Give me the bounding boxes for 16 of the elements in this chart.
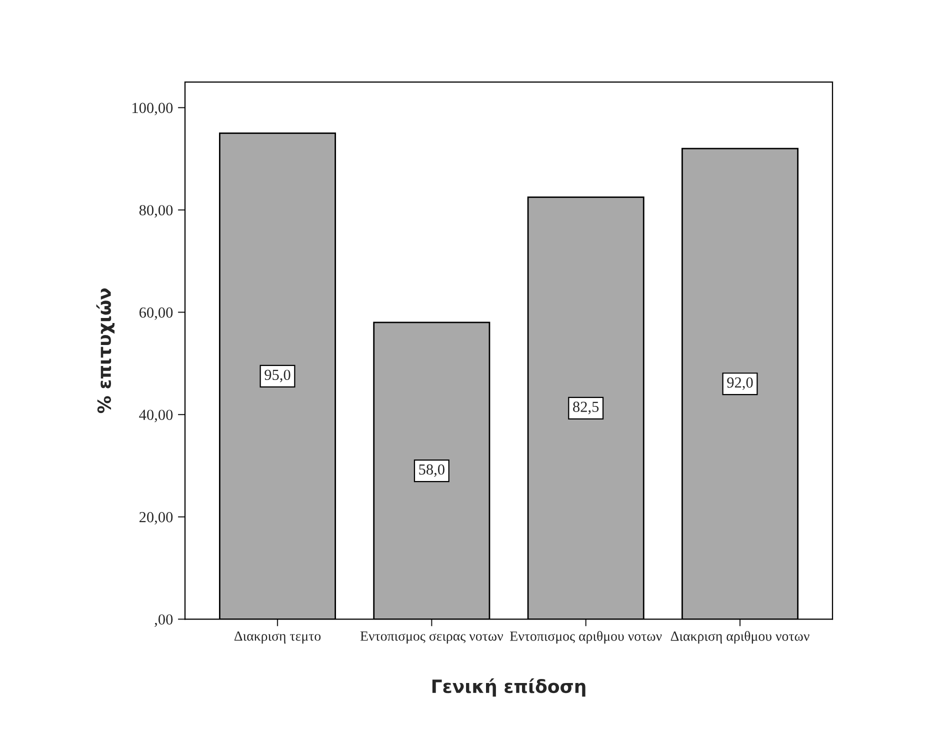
y-tick-label: 100,00 [132,102,173,116]
y-tick-label: ,00 [154,614,173,627]
y-tick-label: 20,00 [139,512,173,525]
data-label: 92,0 [727,377,753,390]
x-tick-label: Εντοπισμος σειρας νοτων [360,632,504,644]
y-tick-label: 60,00 [139,307,173,320]
y-tick-label: 80,00 [139,205,173,218]
x-tick-label: Διακριση τεμτο [234,631,321,644]
data-label: 82,5 [573,402,599,414]
data-label: 95,0 [264,370,290,382]
y-tick-label: 40,00 [139,410,173,422]
x-tick-label: Διακριση αριθμου νοτων [670,630,810,644]
y-axis-title: % επιτυχιών [96,288,115,414]
x-axis-title: Γενική επίδοση [432,678,586,697]
data-label: 58,0 [419,464,444,477]
x-tick-label: Εντοπισμος αριθμου νοτων [510,630,662,644]
